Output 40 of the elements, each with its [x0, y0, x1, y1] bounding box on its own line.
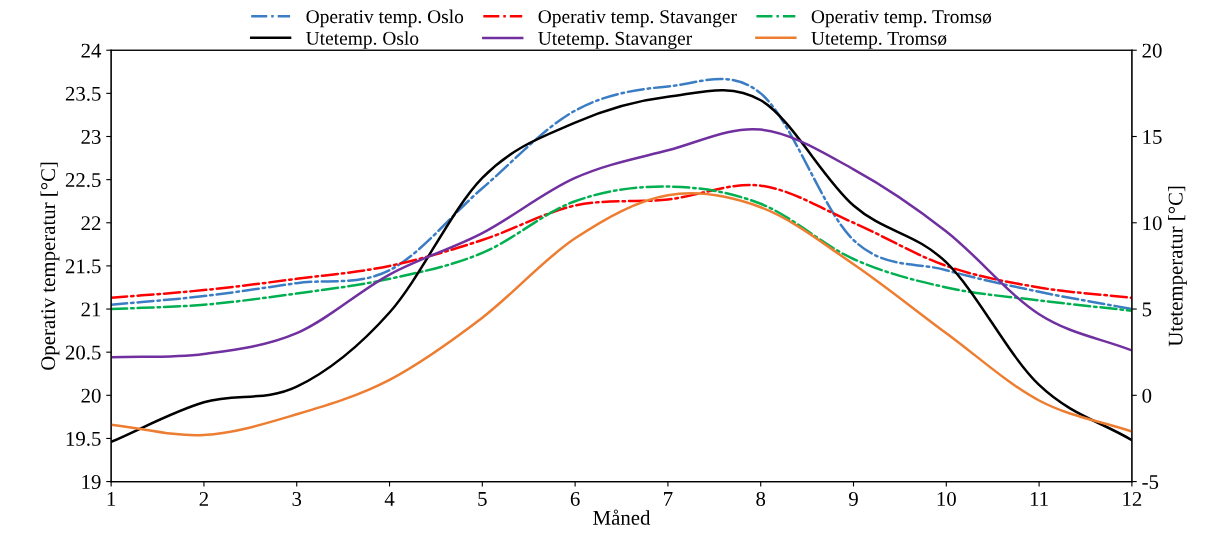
y2-tick-label: 20 — [1142, 43, 1162, 58]
y-tick-label: 20.5 — [65, 345, 101, 360]
y-tick-label: 19.5 — [66, 431, 101, 446]
x-tick-label: 10 — [937, 491, 956, 506]
x-tick-label: 2 — [199, 491, 208, 506]
y-tick-label: 21 — [81, 302, 101, 317]
legend-label: Operativ temp. Stavanger — [538, 10, 737, 28]
legend-label: Utetemp. Oslo — [306, 31, 419, 49]
x-tick-label: 6 — [570, 491, 580, 506]
line-series — [111, 192, 1132, 437]
x-tick-label: 4 — [384, 492, 395, 506]
y2-tick-label: 5 — [1142, 302, 1152, 317]
y2-axis-title: Utetemperatur [°C] — [1168, 186, 1187, 347]
x-tick-label: 11 — [1030, 492, 1048, 506]
x-tick-label: 12 — [1123, 491, 1142, 506]
x-tick-label: 1 — [107, 492, 116, 506]
x-tick-label: 5 — [478, 492, 487, 506]
y-tick-label: 21.5 — [65, 259, 101, 274]
legend-label: Utetemp. Stavanger — [538, 31, 693, 49]
y-axis-title: Operativ temperatur [°C] — [40, 162, 60, 370]
y-tick-label: 20 — [81, 388, 101, 403]
y-tick-label: 24 — [81, 43, 102, 58]
y2-tick-label: 10 — [1143, 216, 1162, 231]
x-tick-label: 7 — [664, 492, 673, 506]
line-series — [111, 128, 1132, 359]
y-tick-label: 22.5 — [65, 173, 101, 188]
y-tick-label: 19 — [82, 475, 101, 490]
x-tick-label: 8 — [756, 491, 766, 506]
legend-label: Operativ temp. Tromsø — [811, 10, 992, 28]
y-tick-label: 23 — [81, 129, 101, 144]
y-tick-label: 22 — [81, 216, 101, 230]
legend-label: Utetemp. Tromsø — [811, 31, 947, 49]
y2-tick-label: -5 — [1142, 475, 1159, 490]
x-tick-label: 9 — [848, 491, 858, 506]
legend-label: Operativ temp. Oslo — [306, 9, 464, 28]
y2-tick-label: 0 — [1142, 388, 1152, 403]
y-tick-label: 23.5 — [65, 86, 101, 101]
y2-tick-label: 15 — [1143, 129, 1162, 144]
x-tick-label: 3 — [292, 491, 302, 506]
x-axis-title: Måned — [593, 509, 651, 525]
